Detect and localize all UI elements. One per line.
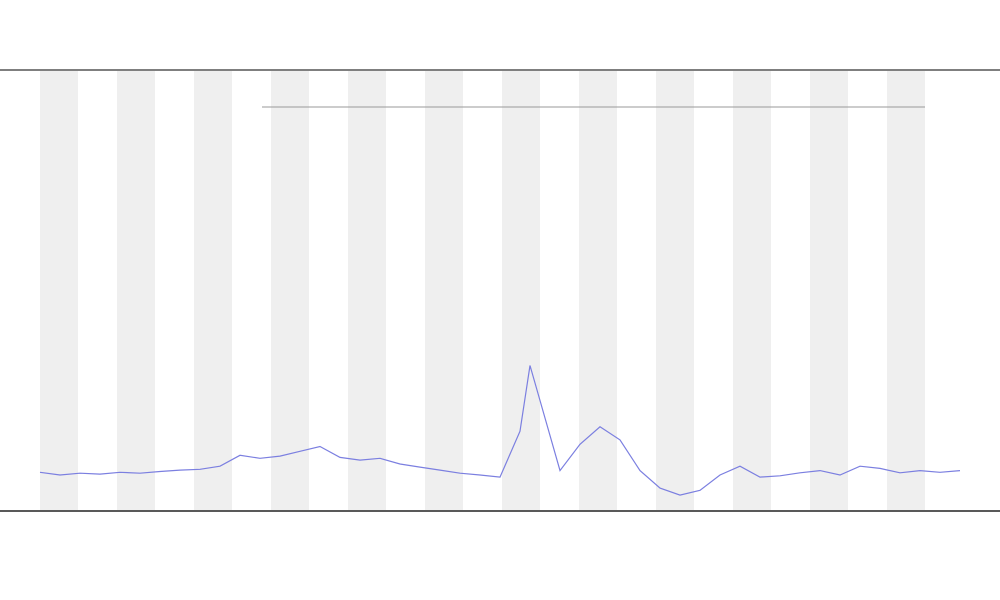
band	[656, 71, 694, 510]
band	[733, 71, 771, 510]
band	[502, 71, 540, 510]
data-line	[39, 365, 961, 496]
band	[194, 71, 232, 510]
band	[348, 71, 386, 510]
band	[40, 71, 78, 510]
band	[810, 71, 848, 510]
band	[579, 71, 617, 510]
band	[271, 71, 309, 510]
background-bands	[40, 71, 925, 510]
band	[117, 71, 155, 510]
band	[425, 71, 463, 510]
band	[887, 71, 925, 510]
